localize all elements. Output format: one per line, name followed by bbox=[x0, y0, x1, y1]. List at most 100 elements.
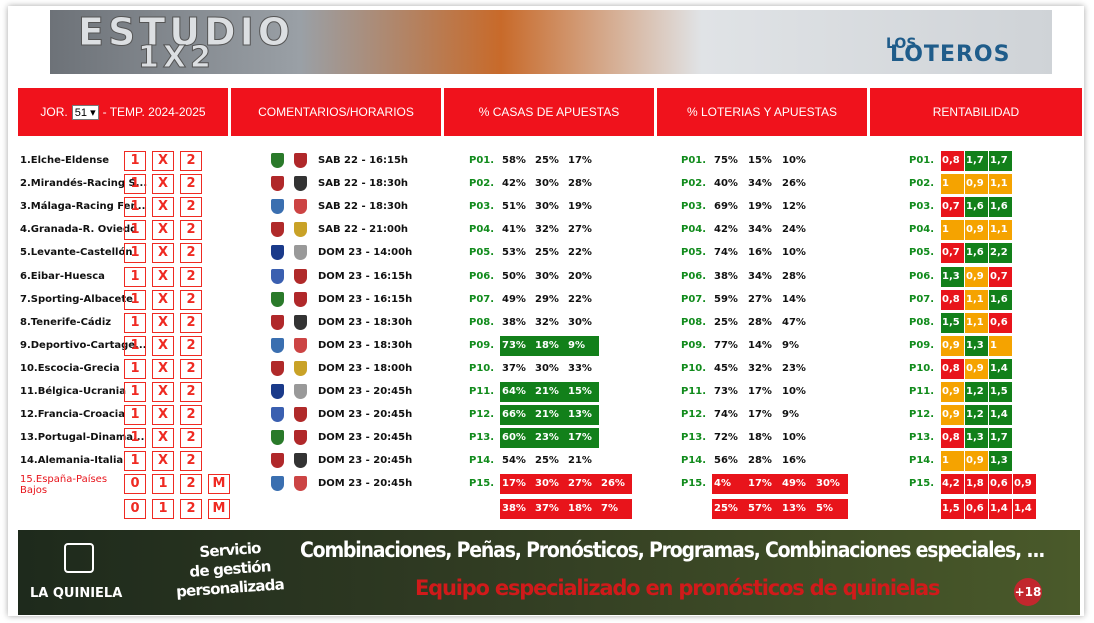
casas-value: 25% bbox=[535, 155, 559, 166]
loterias-value: 17% bbox=[748, 386, 772, 397]
loterias-value: 28% bbox=[748, 316, 772, 328]
loterias-value: 34% bbox=[748, 178, 772, 190]
crest bbox=[271, 314, 284, 330]
rent-value: 0,7 bbox=[941, 243, 964, 264]
sign-box: 2 bbox=[180, 499, 202, 519]
crest bbox=[294, 176, 307, 192]
crest bbox=[271, 245, 284, 261]
match-name: 6.Eibar-Huesca bbox=[20, 270, 105, 282]
match-time: SAB 22 - 18:30h bbox=[318, 201, 409, 213]
sign-box: X bbox=[152, 197, 174, 218]
sign-box: 2 bbox=[180, 405, 202, 426]
rent-value: 0,7 bbox=[941, 197, 964, 218]
row-code: P08. bbox=[681, 316, 707, 328]
row-code: P15. bbox=[681, 478, 707, 489]
row-code: P04. bbox=[909, 224, 935, 236]
row-code: P09. bbox=[469, 339, 495, 351]
casas-value: 41% bbox=[502, 224, 526, 236]
rent-value: 4,2 bbox=[941, 474, 964, 494]
rent-value: 1,7 bbox=[989, 151, 1012, 171]
rent-value: 0,8 bbox=[941, 289, 964, 310]
loterias-value: 19% bbox=[748, 201, 772, 213]
row-code: P05. bbox=[469, 247, 495, 259]
jornada-select[interactable]: 51 ▾ bbox=[71, 104, 99, 120]
loterias-value: 73% bbox=[714, 386, 738, 397]
footer-tagline: Equipo especializado en pronósticos de q… bbox=[415, 576, 940, 600]
match-time: DOM 23 - 20:45h bbox=[318, 455, 413, 467]
casas-value: 37% bbox=[533, 499, 566, 519]
sign-box: 0 bbox=[124, 474, 146, 494]
rent-value: 0,7 bbox=[989, 266, 1012, 287]
row-code: P02. bbox=[909, 178, 935, 190]
match-time: DOM 23 - 20:45h bbox=[318, 386, 413, 397]
sign-box: X bbox=[152, 220, 174, 241]
row-code: P06. bbox=[681, 270, 707, 282]
rent-value: 1,4 bbox=[989, 499, 1012, 519]
rent-value: 2,2 bbox=[989, 243, 1012, 264]
sign-box: X bbox=[152, 289, 174, 310]
rent-value: 0,9 bbox=[941, 382, 964, 402]
loterias-value: 42% bbox=[714, 224, 738, 236]
match-time: SAB 22 - 18:30h bbox=[318, 178, 409, 190]
match-name: 12.Francia-Croacia bbox=[20, 409, 125, 421]
rent-value: 0,9 bbox=[1013, 474, 1036, 494]
row-code: P01. bbox=[681, 155, 707, 166]
sign-box: 2 bbox=[180, 174, 202, 195]
rent-value: 0,9 bbox=[941, 335, 964, 356]
casas-value: 21% bbox=[533, 405, 566, 426]
sign-box: 2 bbox=[180, 428, 202, 449]
footer-headline: Combinaciones, Peñas, Pronósticos, Progr… bbox=[300, 538, 1045, 562]
row-code: P05. bbox=[909, 247, 935, 259]
sign-box: X bbox=[152, 151, 174, 171]
loterias-value: 10% bbox=[782, 432, 806, 444]
loterias-value: 25% bbox=[712, 499, 746, 519]
banner bbox=[50, 10, 1052, 74]
rent-value: 1,6 bbox=[965, 243, 988, 264]
loterias-value: 47% bbox=[782, 316, 806, 328]
rent-value: 1,6 bbox=[989, 289, 1012, 310]
sign-box: 2 bbox=[180, 358, 202, 379]
loterias-value: 12% bbox=[782, 201, 806, 213]
sign-box: 1 bbox=[124, 174, 146, 195]
rent-value: 1,1 bbox=[989, 220, 1012, 241]
casas-value: 21% bbox=[533, 382, 566, 402]
row-code: P08. bbox=[469, 316, 495, 328]
row-code: P11. bbox=[681, 386, 707, 397]
loterias-value: 59% bbox=[714, 293, 738, 305]
banner-subtitle: 1X2 bbox=[138, 40, 215, 76]
casas-value: 30% bbox=[568, 316, 592, 328]
rent-value: 1,2 bbox=[965, 405, 988, 426]
sign-box: 1 bbox=[152, 499, 174, 519]
sign-box: X bbox=[152, 174, 174, 195]
casas-value: 30% bbox=[535, 362, 559, 374]
loterias-value: 23% bbox=[782, 362, 806, 374]
casas-value: 27% bbox=[568, 224, 592, 236]
footer-brand: LA QUINIELA bbox=[30, 586, 123, 601]
sign-box: 1 bbox=[124, 405, 146, 426]
row-code: P03. bbox=[469, 201, 495, 213]
loterias-value: 32% bbox=[748, 362, 772, 374]
loterias-value: 24% bbox=[782, 224, 806, 236]
rent-value: 1,5 bbox=[989, 382, 1012, 402]
row-code: P10. bbox=[681, 362, 707, 374]
row-code: P07. bbox=[469, 293, 495, 305]
row-code: P04. bbox=[681, 224, 707, 236]
match-time: DOM 23 - 20:45h bbox=[318, 432, 413, 444]
match-time: DOM 23 - 18:30h bbox=[318, 339, 413, 351]
crest bbox=[294, 476, 307, 491]
rent-value: 1,3 bbox=[965, 428, 988, 449]
casas-value: 58% bbox=[502, 155, 526, 166]
sign-box: X bbox=[152, 405, 174, 426]
loterias-value: 10% bbox=[782, 386, 806, 397]
rent-value: 0,9 bbox=[965, 358, 988, 379]
casas-value: 28% bbox=[568, 178, 592, 190]
casas-value: 30% bbox=[535, 270, 559, 282]
crest bbox=[271, 153, 284, 168]
loterias-value: 5% bbox=[814, 499, 848, 519]
casas-value: 17% bbox=[500, 474, 533, 494]
sign-box: X bbox=[152, 451, 174, 472]
column-header: RENTABILIDAD bbox=[870, 88, 1082, 136]
casas-value: 26% bbox=[599, 474, 632, 494]
crest bbox=[271, 199, 284, 215]
casas-value: 22% bbox=[568, 247, 592, 259]
